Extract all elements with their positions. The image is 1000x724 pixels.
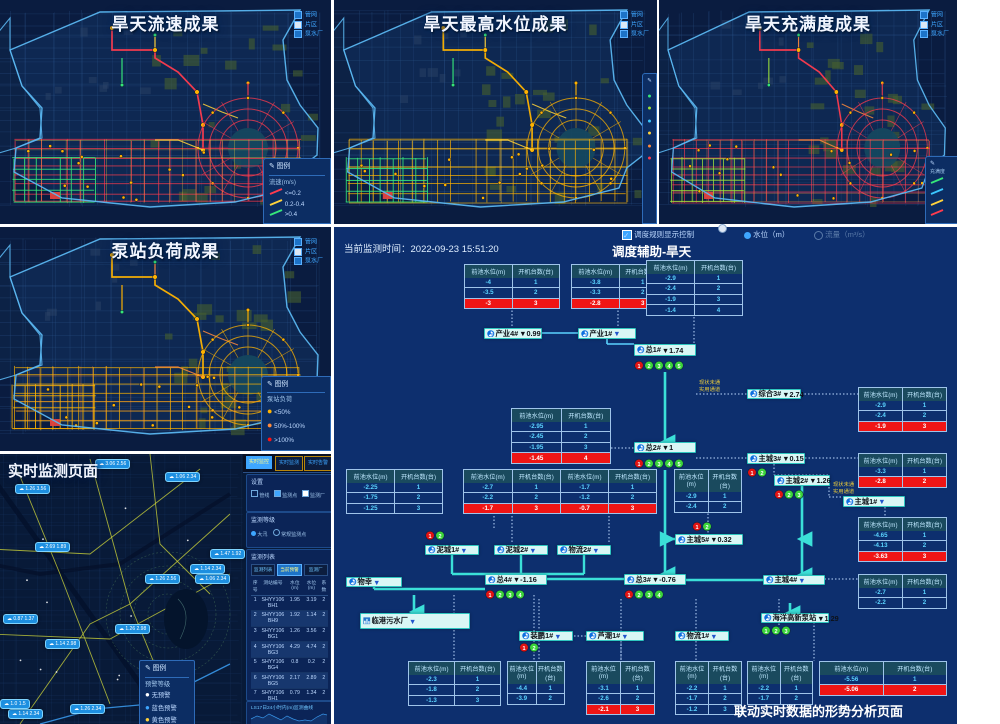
svg-text:1: 1	[428, 534, 431, 540]
svg-text:1: 1	[777, 493, 780, 499]
svg-text:3: 3	[784, 629, 787, 635]
svg-text:2: 2	[787, 493, 790, 499]
svg-text:1: 1	[764, 629, 767, 635]
svg-text:2: 2	[532, 646, 535, 652]
svg-text:2: 2	[647, 462, 650, 468]
svg-text:3: 3	[797, 493, 800, 499]
svg-text:2: 2	[647, 364, 650, 370]
svg-text:2: 2	[498, 593, 501, 599]
svg-text:3: 3	[508, 593, 511, 599]
svg-text:2: 2	[705, 525, 708, 531]
svg-text:1: 1	[637, 462, 640, 468]
svg-text:1: 1	[488, 593, 491, 599]
svg-text:3: 3	[657, 462, 660, 468]
svg-text:2: 2	[637, 593, 640, 599]
svg-text:2: 2	[774, 629, 777, 635]
svg-text:1: 1	[637, 364, 640, 370]
svg-text:2: 2	[760, 471, 763, 477]
svg-text:3: 3	[647, 593, 650, 599]
svg-text:3: 3	[657, 364, 660, 370]
svg-text:2: 2	[438, 534, 441, 540]
svg-text:5: 5	[677, 462, 680, 468]
svg-text:1: 1	[627, 593, 630, 599]
svg-text:1: 1	[522, 646, 525, 652]
svg-text:1: 1	[750, 471, 753, 477]
svg-text:5: 5	[677, 364, 680, 370]
svg-text:1: 1	[695, 525, 698, 531]
